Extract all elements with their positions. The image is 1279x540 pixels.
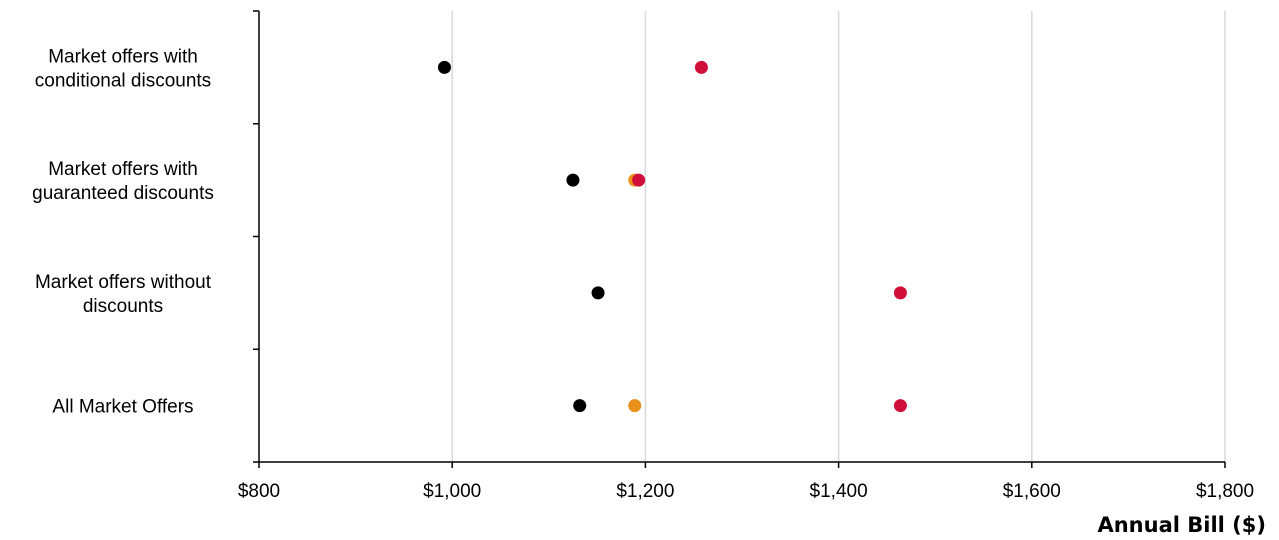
point-s2-guaranteed: [632, 173, 646, 187]
data-points: [437, 60, 907, 413]
point-s2-conditional: [694, 60, 708, 74]
category-label-guaranteed: Market offers with guaranteed discounts: [32, 159, 214, 204]
point-s2-all: [893, 399, 907, 413]
point-s0-without: [591, 286, 605, 300]
x-tick-label-1200: $1,200: [616, 481, 674, 502]
point-s0-guaranteed: [566, 173, 580, 187]
category-label-conditional: Market offers with conditional discounts: [35, 46, 211, 91]
x-tick-label-1000: $1,000: [423, 481, 481, 502]
x-axis-title: Annual Bill ($): [1097, 513, 1266, 537]
x-tick-label-1400: $1,400: [810, 481, 868, 502]
category-labels: Market offers with conditional discounts M…: [32, 46, 214, 417]
x-tick-labels: $800 $1,000 $1,200 $1,400 $1,600 $1,800: [238, 481, 1254, 502]
axes: [253, 10, 1226, 468]
point-s1-all: [628, 399, 642, 413]
category-label-all: All Market Offers: [52, 397, 193, 418]
category-label-without: Market offers without discounts: [35, 272, 212, 317]
grid-lines: [451, 11, 1226, 462]
point-s0-conditional: [437, 60, 451, 74]
x-tick-label-800: $800: [238, 481, 280, 502]
x-tick-label-1800: $1,800: [1196, 481, 1254, 502]
x-tick-label-1600: $1,600: [1003, 481, 1061, 502]
point-s2-without: [893, 286, 907, 300]
point-s0-all: [573, 399, 587, 413]
